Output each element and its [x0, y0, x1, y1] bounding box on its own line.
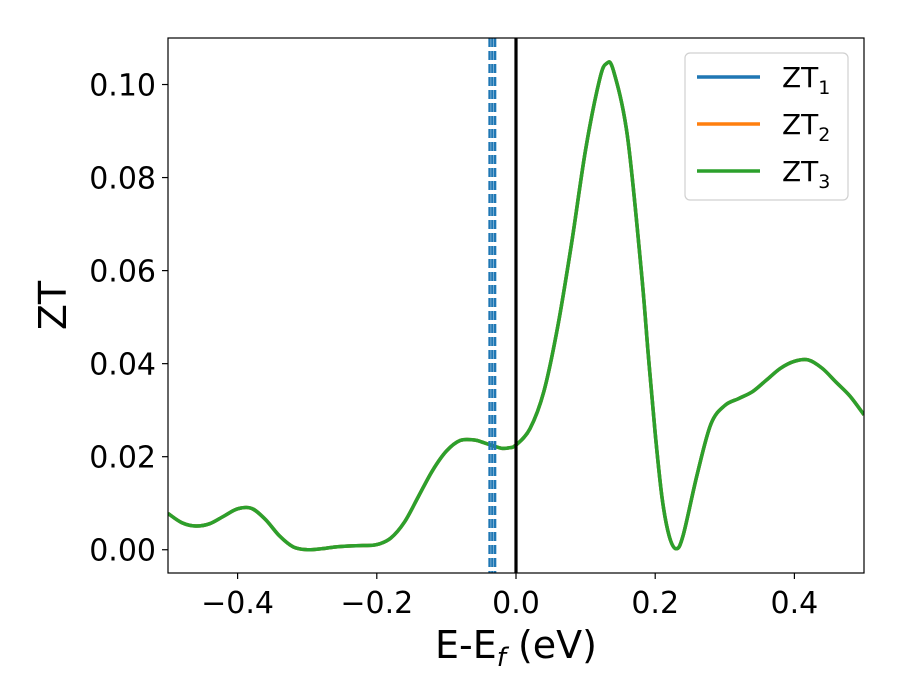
legend-label-sub: 1	[818, 77, 830, 99]
x-tick-label: −0.2	[340, 586, 413, 621]
legend-label-1: ZT1	[782, 61, 830, 99]
legend-box	[684, 52, 849, 201]
series-line-3	[168, 60, 864, 552]
legend-label-main: ZT	[782, 155, 819, 188]
plot-clip-group	[168, 38, 864, 573]
x-axis-label-main: E-E	[435, 623, 497, 667]
x-tick-label: 0.0	[492, 586, 540, 621]
legend-label-sub: 2	[818, 124, 830, 146]
x-tick-label: 0.2	[631, 586, 679, 621]
y-tick-label: 0.04	[89, 348, 156, 383]
y-tick-label: 0.02	[89, 441, 156, 476]
y-axis: 0.00 0.02 0.04 0.06 0.08 0.10	[89, 69, 168, 569]
legend-label-sub: 3	[818, 171, 830, 193]
x-axis-label: E-Ef (eV)	[435, 623, 597, 673]
x-tick-label: 0.4	[771, 586, 819, 621]
y-tick-label: 0.06	[89, 255, 156, 290]
y-tick-label: 0.08	[89, 162, 156, 197]
legend-label-2: ZT2	[782, 108, 830, 146]
legend-label-main: ZT	[782, 108, 819, 141]
x-axis: −0.4 −0.2 0.0 0.2 0.4	[201, 573, 818, 621]
y-axis-label: ZT	[31, 280, 75, 330]
legend-label-3: ZT3	[782, 155, 830, 193]
x-tick-label: −0.4	[201, 586, 274, 621]
legend-label-main: ZT	[782, 61, 819, 94]
y-tick-label: 0.10	[89, 69, 156, 104]
x-axis-label-unit: (eV)	[506, 623, 597, 667]
y-tick-label: 0.00	[89, 534, 156, 569]
plot-area	[168, 38, 864, 573]
